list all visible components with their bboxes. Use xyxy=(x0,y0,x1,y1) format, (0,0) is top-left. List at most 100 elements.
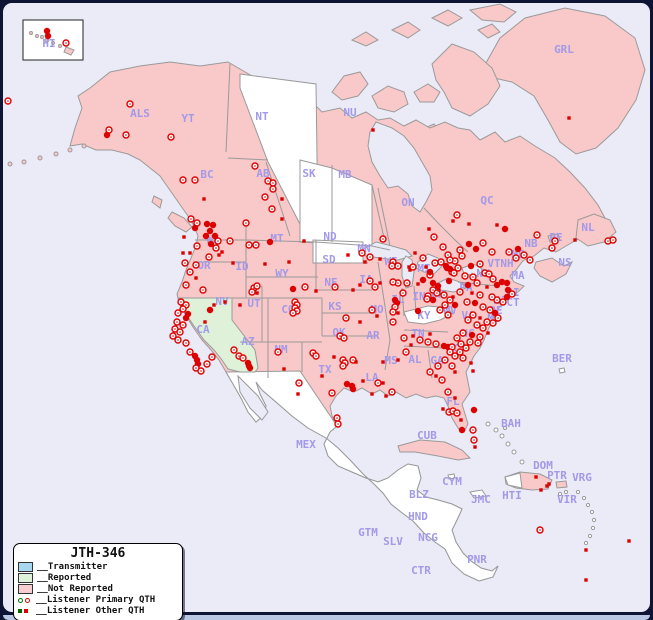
marker-listener-other-qth xyxy=(411,334,415,338)
marker-listener-primary-qth-dense xyxy=(43,27,51,35)
marker-listener-primary-qth xyxy=(494,314,502,322)
marker-listener-primary-qth xyxy=(366,253,374,261)
region-label-ks: KS xyxy=(328,300,341,313)
marker-listener-primary-qth-dense xyxy=(429,296,437,304)
region-label-in: IN xyxy=(412,290,425,303)
marker-listener-other-qth xyxy=(255,291,259,295)
region-label-wy: WY xyxy=(275,267,289,280)
marker-listener-primary-qth xyxy=(424,338,432,346)
marker-listener-primary-qth xyxy=(436,306,444,314)
marker-listener-other-qth xyxy=(409,343,413,347)
marker-listener-primary-qth xyxy=(174,336,182,344)
cayman xyxy=(447,473,456,480)
marker-listener-other-qth xyxy=(584,578,588,582)
marker-listener-primary-qth xyxy=(448,362,456,370)
marker-listener-primary-qth-dense xyxy=(182,314,190,322)
region-label-bc: BC xyxy=(200,168,213,181)
marker-listener-primary-qth xyxy=(446,256,454,264)
marker-listener-primary-qth xyxy=(192,261,200,269)
marker-listener-primary-qth xyxy=(174,309,182,317)
marker-listener-other-qth xyxy=(363,260,367,264)
marker-listener-primary-qth xyxy=(457,340,465,348)
legend-item: __Transmitter xyxy=(18,562,178,572)
gulf-of-california xyxy=(237,374,269,421)
marker-listener-primary-qth-dense xyxy=(467,262,475,270)
marker-listener-other-qth xyxy=(407,265,411,269)
region-label-yt: YT xyxy=(181,112,195,125)
region-label-id: ID xyxy=(235,260,249,273)
marker-listener-primary-qth-dense xyxy=(207,240,215,248)
region-label-sd: SD xyxy=(322,253,336,266)
marker-listener-primary-qth-dense xyxy=(451,301,459,309)
marker-listener-other-qth xyxy=(217,253,221,257)
marker-listener-primary-qth xyxy=(126,100,134,108)
marker-listener-primary-qth-dense xyxy=(209,221,217,229)
region-label-als: ALS xyxy=(130,107,150,120)
region-label-blz: BLZ xyxy=(409,488,429,501)
marker-listener-primary-qth xyxy=(182,281,190,289)
marker-listener-primary-qth xyxy=(186,268,194,276)
marker-listener-primary-qth xyxy=(551,237,559,245)
marker-listener-primary-qth xyxy=(173,318,181,326)
marker-listener-other-qth xyxy=(547,482,551,486)
marker-listener-other-qth xyxy=(354,360,358,364)
marker-listener-primary-qth xyxy=(261,193,269,201)
marker-listener-other-qth xyxy=(223,300,227,304)
marker-listener-other-qth xyxy=(381,360,385,364)
marker-listener-primary-qth-dense xyxy=(246,364,254,372)
marker-listener-primary-qth xyxy=(486,306,494,314)
legend-item-label: __Listener Primary QTH xyxy=(36,595,156,605)
marker-listener-primary-qth xyxy=(399,289,407,297)
marker-listener-other-qth xyxy=(378,281,382,285)
marker-listener-primary-qth xyxy=(252,241,260,249)
marker-listener-primary-qth xyxy=(226,237,234,245)
marker-listener-primary-qth xyxy=(453,409,461,417)
marker-listener-primary-qth xyxy=(493,296,501,304)
marker-listener-primary-qth xyxy=(423,295,431,303)
legend-rows: __Transmitter __Reported __Not Reported __L… xyxy=(18,562,178,616)
marker-listener-other-qth xyxy=(231,261,235,265)
marker-listener-other-qth xyxy=(212,303,216,307)
marker-listener-primary-qth xyxy=(379,235,387,243)
marker-listener-other-qth xyxy=(371,128,375,132)
marker-listener-other-qth xyxy=(534,475,538,479)
marker-listener-primary-qth xyxy=(489,275,497,283)
marker-listener-primary-qth-dense xyxy=(414,307,422,315)
marker-listener-primary-qth xyxy=(456,246,464,254)
marker-listener-other-qth xyxy=(358,283,362,287)
marker-listener-primary-qth xyxy=(371,283,379,291)
marker-listener-other-qth xyxy=(287,260,291,264)
marker-listener-primary-qth xyxy=(312,352,320,360)
region-label-fl: FL xyxy=(446,395,460,408)
marker-listener-primary-qth xyxy=(400,334,408,342)
marker-listener-primary-qth-dense xyxy=(493,281,501,289)
marker-listener-primary-qth xyxy=(245,241,253,249)
marker-listener-primary-qth xyxy=(62,39,70,47)
marker-listener-primary-qth xyxy=(301,283,309,291)
region-label-vrg: VRG xyxy=(572,471,592,484)
marker-listener-other-qth xyxy=(573,238,577,242)
marker-listener-other-qth xyxy=(427,227,431,231)
region-label-al: AL xyxy=(408,353,422,366)
marker-listener-other-qth xyxy=(470,291,474,295)
marker-listener-other-qth xyxy=(471,369,475,373)
marker-listener-other-qth xyxy=(451,219,455,223)
marker-listener-primary-qth-dense xyxy=(426,268,434,276)
region-label-mex: MEX xyxy=(296,438,316,451)
region-label-cub: CUB xyxy=(417,429,437,442)
marker-listener-primary-qth-dense xyxy=(498,278,506,286)
marker-listener-primary-qth-dense xyxy=(468,331,476,339)
marker-listener-primary-qth xyxy=(446,348,454,356)
marker-listener-primary-qth xyxy=(456,348,464,356)
marker-listener-primary-qth xyxy=(212,244,220,252)
lesser-antilles xyxy=(557,489,597,546)
marker-listener-primary-qth-dense xyxy=(289,285,297,293)
marker-listener-primary-qth xyxy=(403,279,411,287)
marker-listener-other-qth xyxy=(567,116,571,120)
marker-listener-primary-qth xyxy=(459,329,467,337)
marker-listener-primary-qth xyxy=(122,131,130,139)
marker-listener-primary-qth-dense xyxy=(206,227,214,235)
marker-listener-other-qth xyxy=(280,217,284,221)
marker-listener-primary-qth xyxy=(269,179,277,187)
marker-listener-other-qth xyxy=(428,332,432,336)
